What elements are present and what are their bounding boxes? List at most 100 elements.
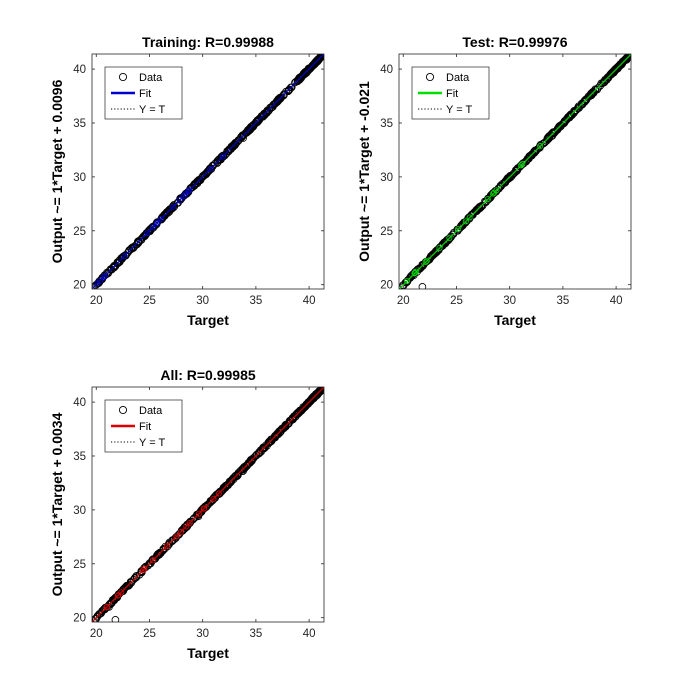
data-point <box>477 203 485 211</box>
panel-3: 20 25 30 35 40 20 25 30 35 40 All: R=0.99985 Target… <box>49 367 325 661</box>
data-point-colored <box>404 277 411 284</box>
data-point <box>247 123 255 131</box>
panel-1: 20 25 30 35 40 20 25 30 35 40 Training: R=0.99988 T… <box>49 34 325 328</box>
data-point <box>549 128 557 136</box>
x-tick-label: 40 <box>303 628 316 640</box>
data-point <box>448 230 457 239</box>
data-point <box>581 97 589 106</box>
data-point-colored <box>144 229 151 236</box>
data-point-colored <box>490 190 497 197</box>
data-point <box>522 156 531 165</box>
data-point <box>271 433 280 441</box>
data-point <box>163 208 171 216</box>
y-tick-label: 40 <box>73 64 86 76</box>
legend: Data Fit Y = T <box>104 66 183 120</box>
data-point-colored <box>177 529 184 536</box>
data-point <box>278 425 286 434</box>
data-point <box>153 550 162 559</box>
y-tick-label: 25 <box>73 559 86 571</box>
data-point <box>503 174 512 183</box>
data-point <box>224 146 232 155</box>
data-point <box>471 207 480 215</box>
y-tick-label: 30 <box>73 505 86 517</box>
data-point-colored <box>180 192 187 199</box>
data-point <box>286 416 295 425</box>
data-point-outlier <box>548 132 557 140</box>
data-point <box>596 81 605 90</box>
data-point-colored <box>173 533 180 540</box>
legend-label-identity: Y = T <box>139 104 165 116</box>
y-tick-label: 30 <box>73 172 86 184</box>
legend-data-marker <box>425 72 435 82</box>
data-point-colored <box>186 519 193 526</box>
y-tick-label: 30 <box>380 172 393 184</box>
data-point-outlier <box>418 283 427 289</box>
data-point-colored <box>484 196 491 203</box>
data-point <box>601 75 609 84</box>
data-point <box>259 112 268 120</box>
data-point <box>204 500 213 508</box>
data-point-colored <box>201 505 208 512</box>
data-point-colored <box>101 273 108 280</box>
data-point-colored <box>200 505 207 512</box>
data-point <box>486 194 494 202</box>
data-point-outlier <box>239 467 247 475</box>
legend-label-fit: Fit <box>446 88 458 100</box>
data-point <box>427 253 436 261</box>
data-point <box>265 439 273 447</box>
x-tick-label: 40 <box>610 295 623 307</box>
data-point-colored <box>170 203 177 210</box>
data-point <box>221 482 230 490</box>
data-point-outlier <box>115 258 124 266</box>
data-point <box>199 172 208 181</box>
chart-title: All: R=0.99985 <box>160 367 256 383</box>
data-point <box>568 111 576 119</box>
x-tick-label: 35 <box>556 295 569 307</box>
legend: Data Fit Y = T <box>411 66 490 120</box>
y-tick-label: 35 <box>73 451 86 463</box>
data-point <box>96 610 104 618</box>
data-point-colored <box>183 523 190 530</box>
data-point-colored <box>446 234 453 241</box>
data-point-colored <box>519 161 526 168</box>
data-point <box>550 129 558 138</box>
data-point-colored <box>94 280 101 287</box>
data-point <box>531 146 539 155</box>
data-point <box>110 596 119 605</box>
data-point <box>239 131 248 140</box>
legend-label-identity: Y = T <box>446 104 472 116</box>
y-tick-label: 25 <box>73 226 86 238</box>
legend-label-identity: Y = T <box>139 437 165 449</box>
data-point <box>119 585 127 594</box>
data-point <box>270 432 279 441</box>
data-point <box>247 455 256 464</box>
y-tick-label: 35 <box>73 118 86 130</box>
data-point-colored <box>219 153 226 160</box>
data-point-colored <box>140 567 147 574</box>
y-tick-label: 20 <box>380 280 393 292</box>
data-point <box>260 111 269 120</box>
x-tick-label: 25 <box>143 628 156 640</box>
data-point <box>161 542 170 551</box>
data-point <box>126 578 135 586</box>
data-point-colored <box>436 244 443 251</box>
data-point-colored <box>207 166 214 173</box>
data-point-colored <box>149 224 156 231</box>
y-axis-label: Output ~= 1*Target + -0.021 <box>356 81 372 262</box>
data-point <box>586 92 594 100</box>
x-tick-label: 25 <box>143 295 156 307</box>
data-point-colored <box>518 162 525 169</box>
fit-line <box>92 387 324 622</box>
fit-line <box>92 54 324 289</box>
data-point-colored <box>423 257 430 264</box>
data-point-colored <box>537 143 544 150</box>
data-point-colored <box>103 604 110 611</box>
legend-label-fit: Fit <box>139 88 151 100</box>
chart-title: Test: R=0.99976 <box>462 34 567 50</box>
data-point-colored <box>185 188 192 195</box>
data-point <box>110 263 118 272</box>
data-point <box>287 83 296 92</box>
data-point <box>453 226 462 235</box>
data-point-outlier <box>111 616 120 622</box>
